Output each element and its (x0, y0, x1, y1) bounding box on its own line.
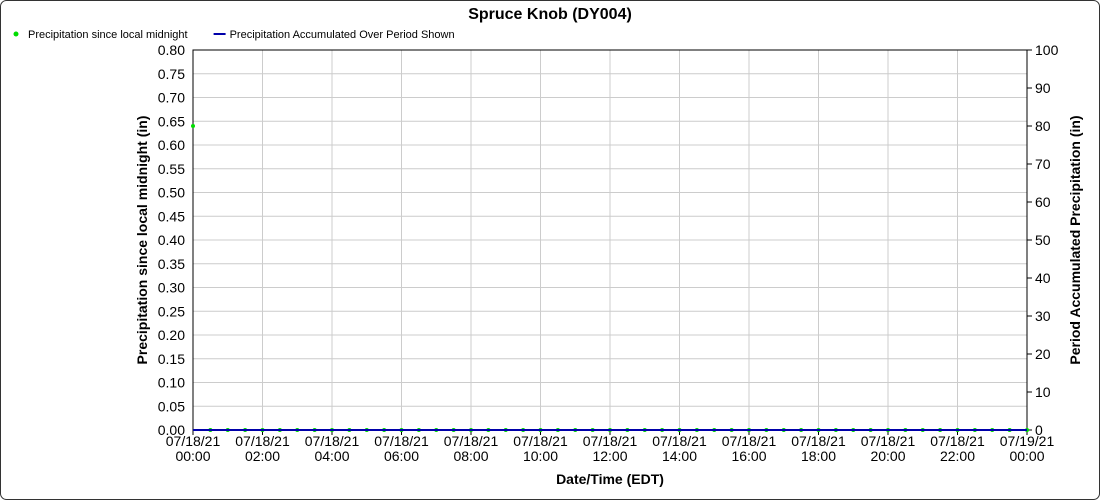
x-tick-label: 07/18/21 08:00 (444, 433, 499, 464)
y2-tick-label: 60 (1035, 194, 1051, 210)
x-tick-label: 07/18/21 12:00 (583, 433, 638, 464)
y-tick-label: 0.75 (158, 66, 185, 82)
chart-title: Spruce Knob (DY004) (468, 6, 632, 23)
x-tick-label: 07/18/21 20:00 (861, 433, 916, 464)
y2-tick-label: 100 (1035, 42, 1059, 58)
x-tick-label: 07/18/21 16:00 (722, 433, 777, 464)
y-tick-label: 0.70 (158, 90, 185, 106)
y-tick-label: 0.65 (158, 113, 185, 129)
y-tick-label: 0.55 (158, 161, 185, 177)
x-tick-label: 07/18/21 22:00 (930, 433, 985, 464)
y2-tick-label: 20 (1035, 346, 1051, 362)
y-tick-label: 0.25 (158, 303, 185, 319)
y-tick-label: 0.60 (158, 137, 185, 153)
x-tick-label: 07/18/21 02:00 (235, 433, 290, 464)
y-tick-label: 0.00 (158, 422, 185, 438)
x-axis-title: Date/Time (EDT) (556, 471, 664, 487)
x-tick-label: 07/18/21 10:00 (513, 433, 568, 464)
y-tick-label: 0.10 (158, 375, 185, 391)
y2-tick-label: 10 (1035, 384, 1051, 400)
y-tick-label: 0.45 (158, 208, 185, 224)
x-tick-label: 07/18/21 18:00 (791, 433, 846, 464)
y2-tick-label: 70 (1035, 156, 1051, 172)
y-tick-label: 0.50 (158, 185, 185, 201)
legend-swatch (13, 31, 19, 37)
y2-tick-label: 90 (1035, 80, 1051, 96)
y-tick-label: 0.80 (158, 42, 185, 58)
y-tick-label: 0.30 (158, 280, 185, 296)
y2-tick-label: 80 (1035, 118, 1051, 134)
data-point (191, 124, 195, 128)
legend-label: Precipitation since local midnight (28, 29, 188, 41)
x-tick-label: 07/18/21 04:00 (305, 433, 360, 464)
legend-label: Precipitation Accumulated Over Period Sh… (230, 29, 455, 41)
y-tick-label: 0.05 (158, 398, 185, 414)
y-tick-label: 0.40 (158, 232, 185, 248)
x-tick-label: 07/18/21 14:00 (652, 433, 707, 464)
y2-tick-label: 40 (1035, 270, 1051, 286)
y2-tick-label: 30 (1035, 308, 1051, 324)
y-tick-label: 0.35 (158, 256, 185, 272)
y2-tick-label: 0 (1035, 422, 1043, 438)
y2-tick-label: 50 (1035, 232, 1051, 248)
y-tick-label: 0.20 (158, 327, 185, 343)
y-axis-title: Precipitation since local midnight (in) (134, 116, 150, 365)
x-tick-label: 07/18/21 00:00 (166, 433, 221, 464)
y-tick-label: 0.15 (158, 351, 185, 367)
y2-axis-title: Period Accumulated Precipitation (in) (1067, 115, 1083, 364)
x-tick-label: 07/19/21 00:00 (1000, 433, 1055, 464)
x-tick-label: 07/18/21 06:00 (374, 433, 429, 464)
